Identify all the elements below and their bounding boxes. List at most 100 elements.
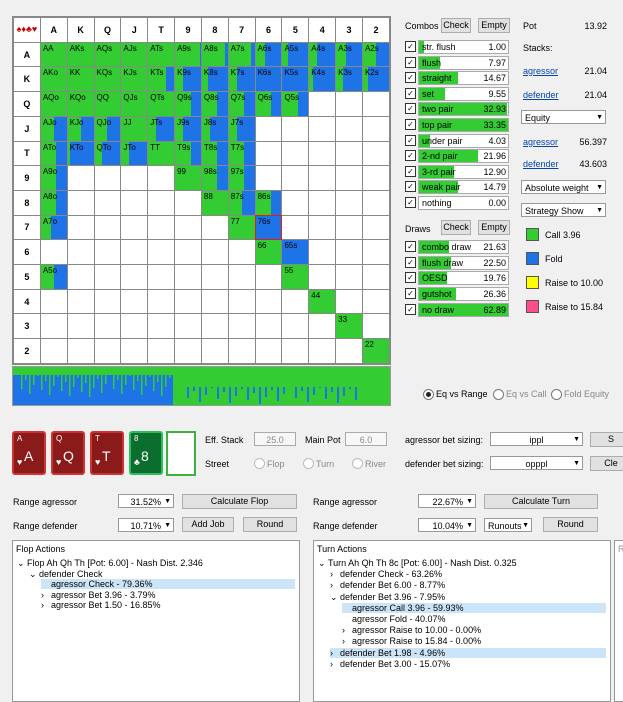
tree-node[interactable]: agressor Check - 79.36% [41, 579, 295, 589]
board-card[interactable]: A ♥ A [12, 431, 46, 475]
hand-cell[interactable]: JJ [120, 115, 149, 142]
hand-cell[interactable] [361, 165, 391, 191]
hand-cell[interactable]: AJo [39, 115, 68, 142]
tree-node[interactable]: agressor Call 3.96 - 59.93% [342, 602, 606, 613]
hand-cell[interactable]: Q9s [174, 91, 202, 117]
hand-cell[interactable] [335, 91, 363, 117]
street-radio[interactable] [303, 458, 314, 469]
hand-cell[interactable] [200, 288, 229, 315]
hand-cell[interactable] [120, 239, 149, 266]
hand-cell[interactable]: QQ [93, 91, 122, 117]
hand-cell[interactable] [308, 214, 337, 241]
hand-cell[interactable] [66, 313, 95, 340]
hand-cell[interactable] [361, 214, 391, 241]
equity-select[interactable]: Equity ▼ [521, 110, 606, 124]
hand-cell[interactable] [174, 189, 202, 216]
hand-cell[interactable] [39, 338, 68, 364]
hand-cell[interactable]: J9s [174, 115, 202, 142]
hand-cell[interactable]: KTo [66, 140, 95, 167]
empty-card-slot[interactable] [166, 431, 196, 476]
hand-cell[interactable] [308, 264, 337, 290]
tree-node[interactable]: › defender Bet 3.00 - 15.07% [330, 659, 450, 669]
hand-cell[interactable]: 98s [200, 165, 229, 191]
hand-cell[interactable] [281, 214, 310, 241]
hand-cell[interactable]: Q7s [227, 91, 256, 117]
hand-cell[interactable] [308, 140, 337, 167]
hand-cell[interactable] [308, 115, 337, 142]
hand-cell[interactable] [174, 338, 202, 364]
hand-cell[interactable]: A5s [281, 41, 310, 68]
hand-cell[interactable]: A8s [200, 41, 229, 68]
hand-cell[interactable] [227, 239, 256, 266]
row-checkbox[interactable]: ✓ [405, 103, 416, 115]
hand-cell[interactable] [335, 189, 363, 216]
hand-cell[interactable] [120, 288, 149, 315]
hand-cell[interactable]: KQs [93, 66, 122, 93]
hand-cell[interactable]: K3s [335, 66, 363, 93]
tree-node[interactable]: › defender Bet 1.98 - 4.96% [330, 647, 606, 658]
hand-cell[interactable] [361, 288, 391, 315]
equity-mode-radio[interactable] [551, 389, 562, 400]
hand-cell[interactable] [93, 214, 122, 241]
hand-cell[interactable]: 88 [200, 189, 229, 216]
combos-empty-button[interactable]: Empty [478, 18, 510, 33]
hand-cell[interactable]: KK [66, 66, 95, 93]
hand-cell[interactable]: TT [147, 140, 176, 167]
tree-node[interactable]: › agressor Raise to 15.84 - 0.00% [342, 636, 481, 646]
hand-cell[interactable]: 33 [335, 313, 363, 340]
row-checkbox[interactable]: ✓ [405, 165, 416, 177]
hand-cell[interactable] [200, 214, 229, 241]
hand-cell[interactable]: A9s [174, 41, 202, 68]
street-radio[interactable] [254, 458, 265, 469]
hand-cell[interactable] [120, 214, 149, 241]
defender-link[interactable]: defender [523, 90, 559, 100]
hand-cell[interactable] [174, 264, 202, 290]
tree-expander-icon[interactable]: › [330, 658, 333, 669]
hand-cell[interactable] [147, 165, 176, 191]
hand-cell[interactable] [254, 338, 283, 364]
board-card[interactable]: 8 ♣ 8 [129, 431, 163, 475]
hand-cell[interactable] [66, 264, 95, 290]
hand-cell[interactable]: K5s [281, 66, 310, 93]
hand-cell[interactable]: Q6s [254, 91, 283, 117]
hand-cell[interactable] [147, 214, 176, 241]
hand-cell[interactable] [308, 91, 337, 117]
hand-cell[interactable] [66, 288, 95, 315]
hand-cell[interactable] [281, 313, 310, 340]
hand-cell[interactable] [174, 313, 202, 340]
hand-cell[interactable]: 65s [281, 239, 310, 266]
hand-cell[interactable] [93, 189, 122, 216]
hand-cell[interactable]: A7o [39, 214, 68, 241]
hand-cell[interactable]: AKs [66, 41, 95, 68]
round-button-right[interactable]: Round [543, 517, 598, 532]
hand-cell[interactable] [200, 264, 229, 290]
row-checkbox[interactable]: ✓ [405, 272, 416, 284]
row-checkbox[interactable]: ✓ [405, 181, 416, 193]
hand-cell[interactable]: 44 [308, 288, 337, 315]
calculate-turn-button[interactable]: Calculate Turn [484, 494, 598, 509]
round-button-left[interactable]: Round [243, 517, 297, 532]
hand-cell[interactable] [174, 214, 202, 241]
tree-node[interactable]: › defender Check - 63.26% [330, 569, 442, 579]
hand-cell[interactable]: KTs [147, 66, 176, 93]
hand-cell[interactable] [281, 115, 310, 142]
hand-cell[interactable] [254, 264, 283, 290]
row-checkbox[interactable]: ✓ [405, 72, 416, 84]
hand-cell[interactable]: K9s [174, 66, 202, 93]
combos-check-button[interactable]: Check [441, 18, 471, 33]
tree-expander-icon[interactable]: › [342, 625, 345, 636]
agressor-bet-sizing-select[interactable]: ippl ▼ [490, 432, 583, 446]
hand-cell[interactable]: 97s [227, 165, 256, 191]
hand-cell[interactable] [281, 140, 310, 167]
hand-cell[interactable]: A9o [39, 165, 68, 191]
hand-cell[interactable] [174, 288, 202, 315]
hand-cell[interactable]: JTo [120, 140, 149, 167]
hand-cell[interactable]: QTs [147, 91, 176, 117]
tree-expander-icon[interactable]: › [330, 580, 333, 591]
hand-cell[interactable] [120, 165, 149, 191]
hand-cell[interactable] [147, 264, 176, 290]
equity-mode-radio[interactable] [423, 389, 434, 400]
hand-cell[interactable]: KJo [66, 115, 95, 142]
hand-cell[interactable]: K8s [200, 66, 229, 93]
row-checkbox[interactable]: ✓ [405, 303, 416, 315]
